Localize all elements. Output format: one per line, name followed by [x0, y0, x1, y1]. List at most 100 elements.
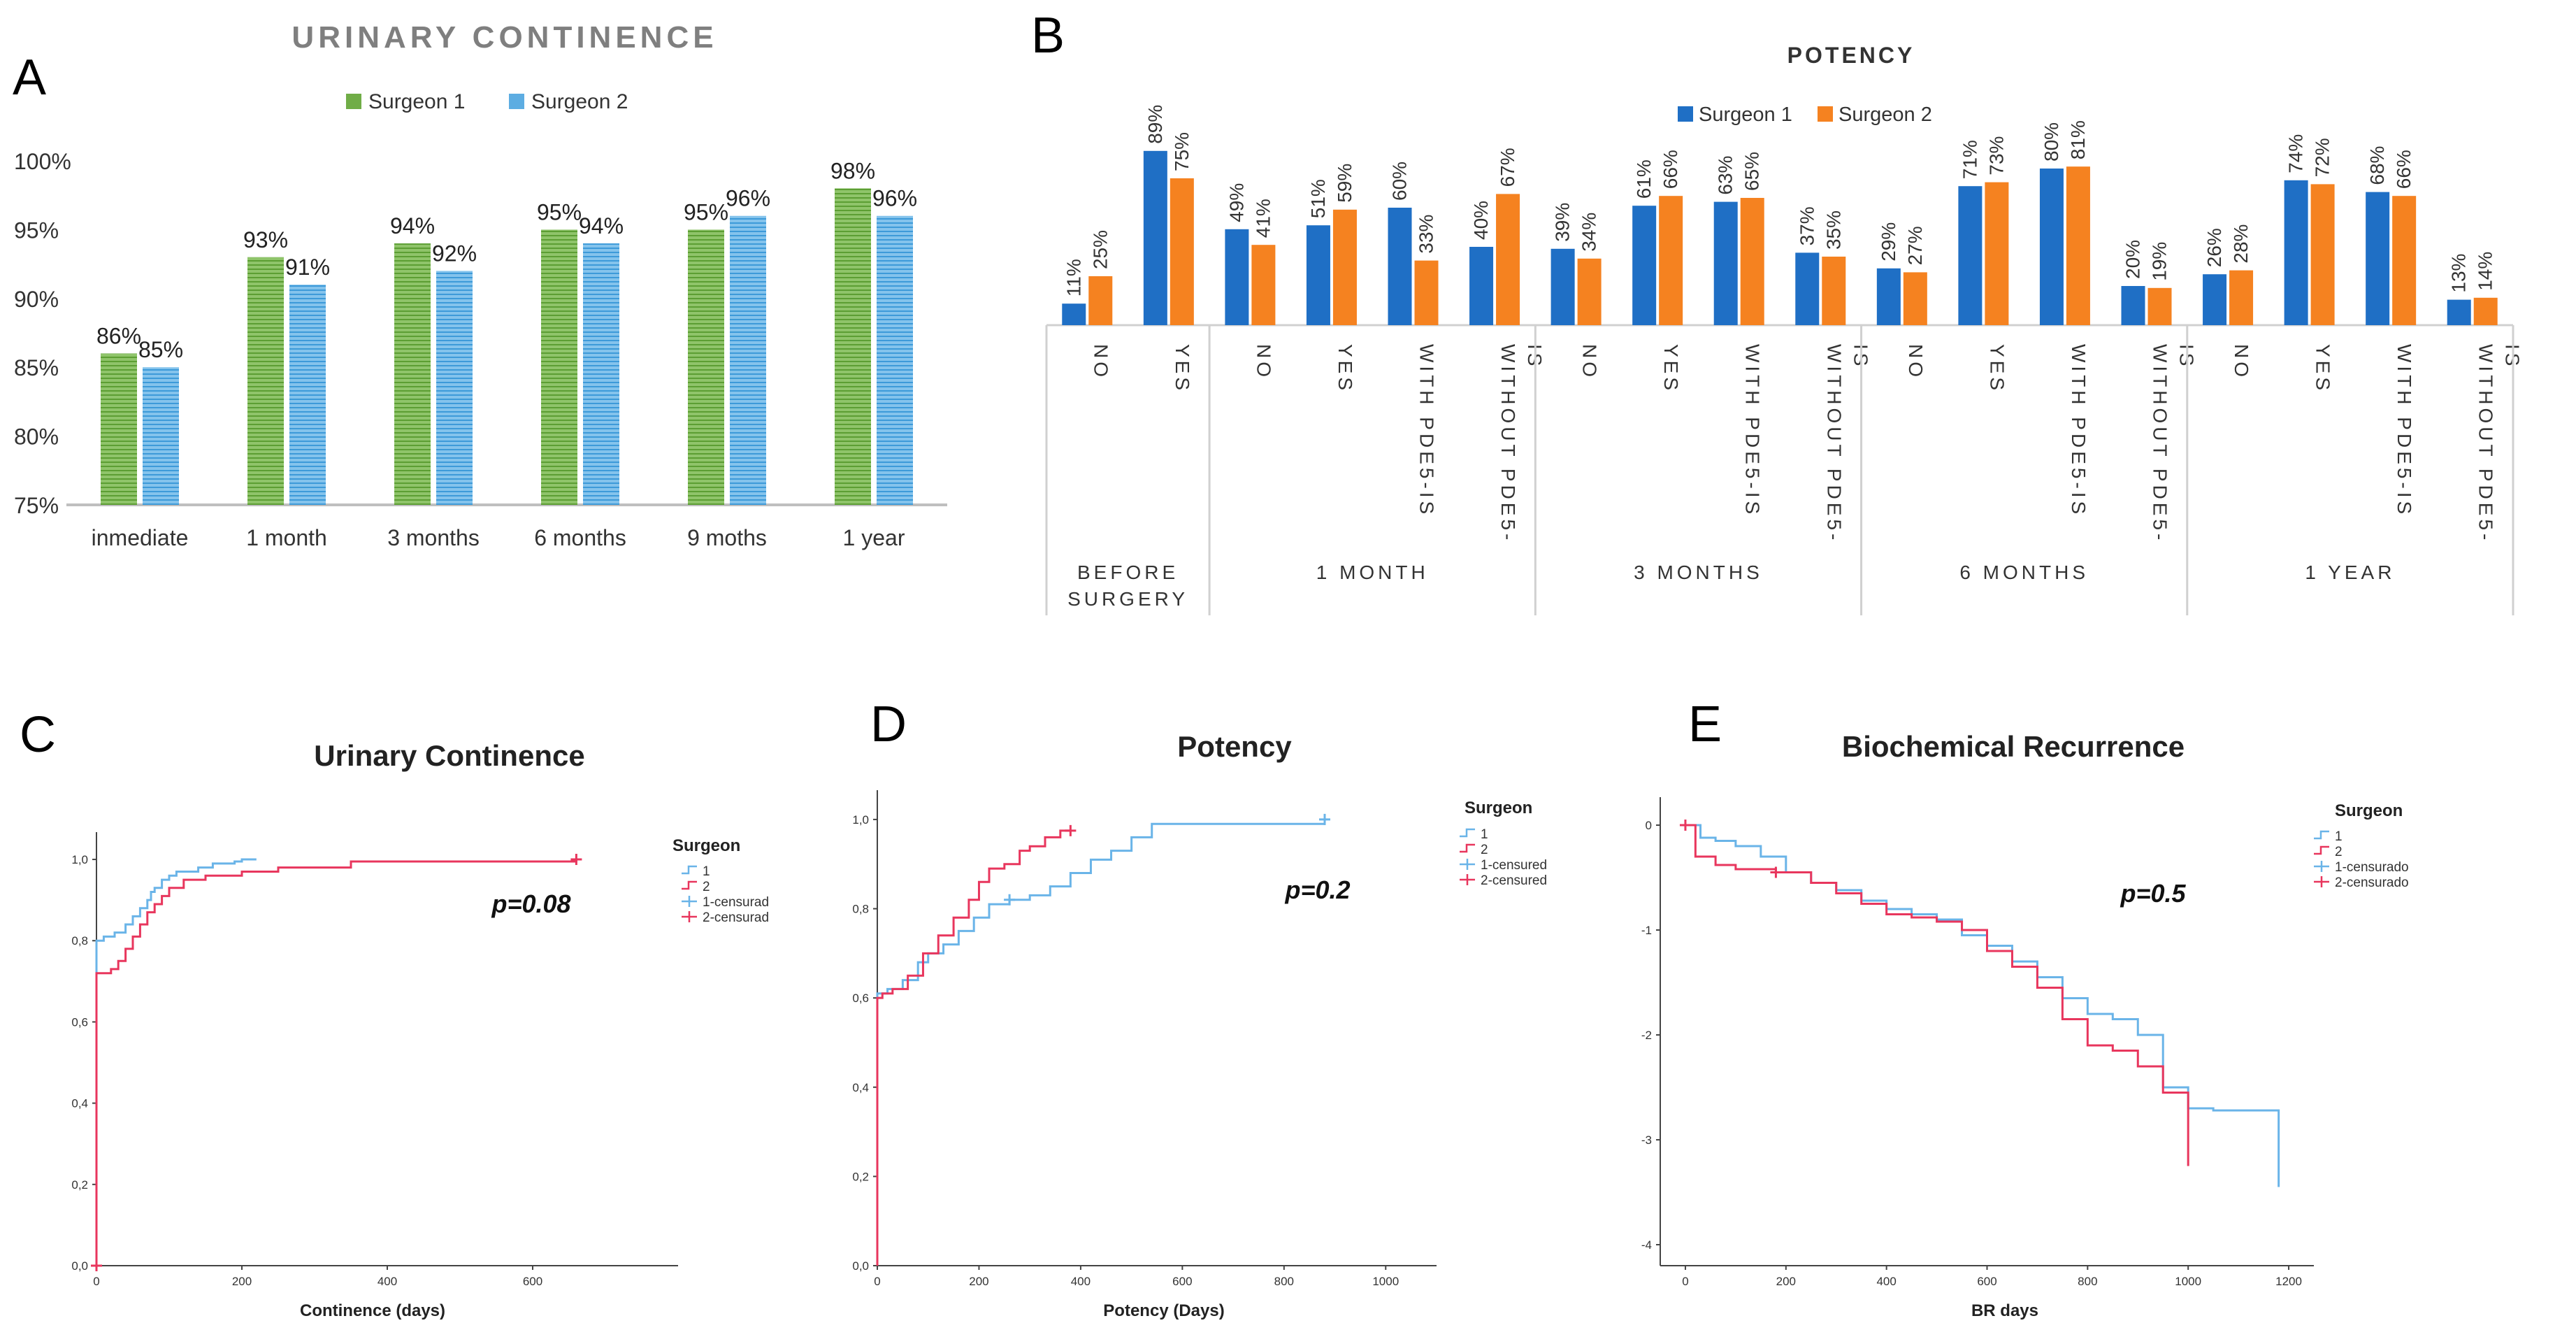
- bar-a-1-0: [101, 353, 137, 505]
- y-tick-label: 0: [1646, 819, 1652, 832]
- bar-b-2: [1577, 258, 1602, 325]
- data-label-b: 41%: [1252, 199, 1274, 238]
- legend-censor-icon: [682, 911, 697, 922]
- category-label-b: WITH PDE5-IS: [2068, 344, 2089, 517]
- panel-label-e: E: [1688, 696, 1722, 752]
- bar-b-1: [1306, 225, 1330, 325]
- bar-b-1: [1469, 247, 1494, 325]
- data-label-b: 73%: [1985, 136, 2007, 176]
- x-tick-label: 400: [1876, 1275, 1896, 1288]
- data-label-b: 34%: [1578, 213, 1600, 252]
- chart-a-legend: Surgeon 1 Surgeon 2: [346, 90, 628, 113]
- bar-b-1: [1225, 229, 1249, 325]
- data-label-b: 71%: [1959, 140, 1980, 179]
- bar-b-1: [2203, 274, 2227, 325]
- chart-b-title: POTENCY: [1787, 43, 1915, 68]
- y-tick-label: 0,8: [852, 903, 869, 916]
- legend-swatch-b-surgeon-2: [1818, 106, 1833, 122]
- bar-b-1: [1062, 303, 1086, 325]
- chart-b-legend: Surgeon 1 Surgeon 2: [1678, 103, 1932, 126]
- legend-entry: 2: [2335, 845, 2343, 859]
- legend-entry: 1-censured: [1481, 858, 1547, 873]
- x-tick-label: 200: [1776, 1275, 1796, 1288]
- category-label-b: NO: [2231, 344, 2252, 380]
- y-tick-label-a: 75%: [14, 493, 59, 518]
- data-label-a: 93%: [243, 227, 288, 252]
- x-tick-label: 1200: [2275, 1275, 2302, 1288]
- legend-line-icon: [2314, 845, 2329, 855]
- category-label-b: WITH PDE5-IS: [1742, 344, 1764, 517]
- legend-entry: 2-censurado: [2335, 875, 2409, 890]
- data-label-a: 98%: [830, 158, 875, 183]
- legend-entry: 1-censurad: [703, 895, 769, 910]
- data-label-b: 20%: [2122, 240, 2144, 279]
- data-label-b: 74%: [2285, 134, 2307, 173]
- bar-b-2: [2392, 196, 2417, 325]
- legend-line-icon: [2314, 830, 2329, 840]
- bar-b-1: [1632, 206, 1657, 325]
- y-tick-label-a: 95%: [14, 217, 59, 243]
- data-label-b: 89%: [1144, 105, 1166, 144]
- x-tick-label-a: 1 month: [246, 525, 327, 550]
- km-series-line-2: [1685, 824, 2189, 1166]
- data-label-a: 96%: [872, 186, 917, 211]
- x-tick-label: 800: [2078, 1275, 2097, 1288]
- category-label-b: YES: [1986, 344, 2008, 394]
- bar-b-2: [1088, 276, 1113, 325]
- bar-a-2-2: [436, 271, 473, 505]
- y-tick-label-a: 85%: [14, 355, 59, 380]
- chart-e-title: Biochemical Recurrence: [1842, 730, 2185, 763]
- x-tick-label: 400: [1071, 1275, 1091, 1288]
- legend-label-b-surgeon-2: Surgeon 2: [1839, 103, 1932, 126]
- chart-d-legend-title: Surgeon: [1465, 799, 1532, 817]
- legend-line-icon: [682, 865, 697, 875]
- x-tick-label-a: 9 moths: [687, 525, 767, 550]
- censor-mark: [1679, 820, 1691, 831]
- panel-label-b: B: [1031, 8, 1065, 64]
- category-label-b: NO: [1253, 344, 1274, 380]
- category-label-b: YES: [1334, 344, 1356, 394]
- data-label-b: 28%: [2230, 224, 2252, 264]
- y-tick-label: -1: [1641, 924, 1652, 937]
- bar-b-2: [1496, 194, 1520, 325]
- data-label-a: 92%: [432, 241, 477, 266]
- data-label-b: 14%: [2475, 252, 2496, 291]
- x-tick-label: 1000: [1372, 1275, 1399, 1288]
- data-label-b: 60%: [1389, 162, 1411, 201]
- bar-b-2: [2147, 287, 2172, 325]
- group-label-b: SURGERY: [1067, 588, 1188, 610]
- y-tick-label: 1,0: [71, 853, 88, 866]
- x-tick-label-a: 1 year: [843, 525, 905, 550]
- data-label-a: 95%: [684, 199, 728, 224]
- x-tick-label: 600: [1172, 1275, 1192, 1288]
- group-label-b: 1 YEAR: [2305, 562, 2395, 583]
- group-label-b: 6 MONTHS: [1959, 562, 2089, 583]
- censor-mark: [1004, 894, 1016, 906]
- bar-b-2: [1822, 257, 1846, 325]
- y-tick-label-a: 100%: [14, 149, 71, 174]
- censor-mark: [1770, 866, 1782, 878]
- category-label-b: WITHOUT PDE5-: [1497, 344, 1519, 543]
- chart-c-annotation: p=0.08: [491, 889, 570, 918]
- bar-b-1: [2121, 286, 2145, 325]
- km-series-line-2: [95, 859, 577, 1266]
- group-label-b: 3 MONTHS: [1634, 562, 1763, 583]
- legend-entry: 1: [1481, 827, 1488, 842]
- data-label-b: 27%: [1904, 226, 1926, 265]
- legend-censor-icon: [2314, 861, 2329, 872]
- x-tick-label-a: 6 months: [534, 525, 626, 550]
- data-label-b: 67%: [1497, 148, 1518, 187]
- chart-c-title: Urinary Continence: [314, 739, 584, 772]
- censor-mark: [1319, 813, 1330, 825]
- bar-b-1: [1550, 248, 1575, 325]
- category-label-b: YES: [2312, 344, 2334, 394]
- data-label-b: 80%: [2041, 122, 2062, 162]
- legend-label-b-surgeon-1: Surgeon 1: [1699, 103, 1792, 126]
- data-label-b: 25%: [1089, 230, 1111, 269]
- bar-b-2: [2310, 184, 2335, 325]
- legend-censor-icon: [1460, 874, 1475, 885]
- data-label-a: 94%: [390, 213, 435, 238]
- data-label-b: 49%: [1225, 183, 1247, 222]
- bar-a-2-4: [730, 215, 766, 505]
- panel-e-km-biochemical-recurrence: Biochemical Recurrence p=0.5 BR days Sur…: [1641, 730, 2409, 1320]
